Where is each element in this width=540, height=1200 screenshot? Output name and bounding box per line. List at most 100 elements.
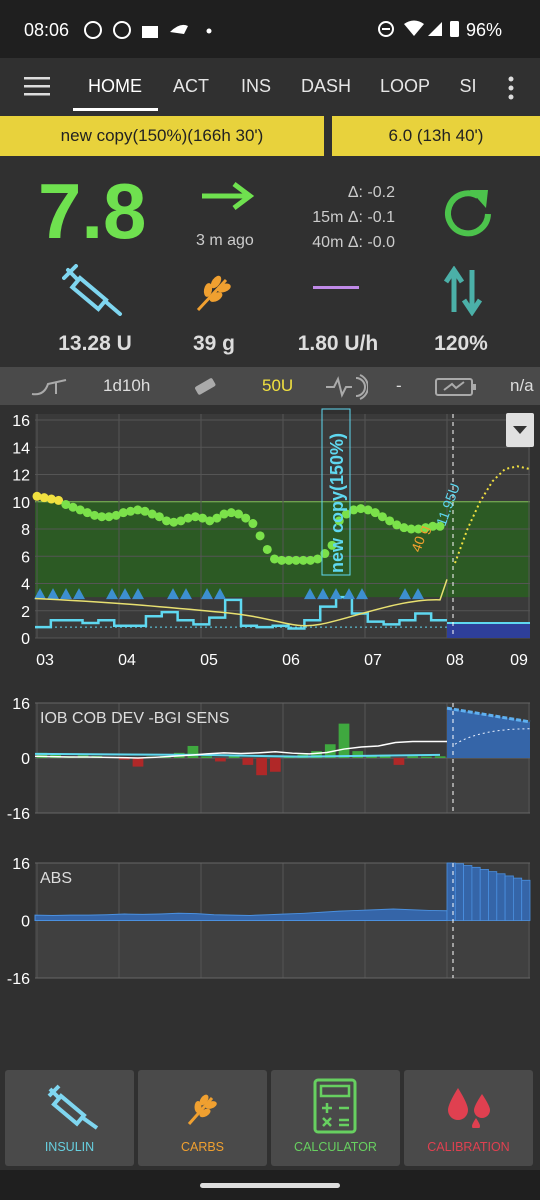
bg-reading bbox=[39, 493, 49, 503]
bg-reading bbox=[313, 554, 323, 564]
y-tick-label: 16 bbox=[12, 696, 30, 713]
smb-marker bbox=[47, 588, 59, 600]
target-button[interactable]: 6.0 (13h 40') bbox=[332, 116, 540, 156]
bg-reading bbox=[54, 495, 64, 505]
profile-switch-box bbox=[321, 408, 351, 576]
tab[interactable]: HOME bbox=[88, 76, 142, 96]
insulin-button[interactable]: INSULIN bbox=[5, 1070, 134, 1166]
tab[interactable]: INS bbox=[240, 76, 272, 96]
y-tick-label: -16 bbox=[7, 806, 30, 823]
graph-menu-arrow bbox=[513, 426, 527, 434]
reservoir-level: 50U bbox=[262, 376, 294, 395]
abs-future bbox=[496, 873, 506, 921]
abs-future bbox=[521, 879, 531, 921]
deviation-bar bbox=[338, 723, 350, 758]
x-tick-label: 03 bbox=[36, 652, 54, 669]
bg-age: 3 m ago bbox=[196, 232, 254, 249]
overflow-dots[interactable] bbox=[507, 76, 515, 100]
deviation-bar bbox=[187, 745, 199, 758]
abs-future bbox=[488, 871, 498, 921]
tab[interactable]: DASH bbox=[300, 76, 352, 96]
prediction-line bbox=[454, 465, 531, 564]
bg-reading bbox=[147, 509, 157, 519]
bg-reading bbox=[75, 505, 85, 515]
deviation-bar bbox=[201, 756, 213, 758]
smb-marker bbox=[214, 588, 226, 600]
bg-reading bbox=[269, 554, 279, 564]
calibration-button[interactable]: CALIBRATION bbox=[404, 1070, 533, 1166]
delta: Δ: -0.2 bbox=[347, 184, 395, 201]
bg-reading bbox=[248, 519, 258, 529]
basal-value: 1.80 U/h bbox=[297, 332, 379, 355]
trend-arrow bbox=[202, 182, 255, 210]
profile-button[interactable]: new copy(150%)(166h 30') bbox=[0, 116, 324, 156]
bg-value: 7.8 bbox=[38, 167, 147, 255]
button-label: CALCULATOR bbox=[294, 1140, 377, 1154]
smb-marker bbox=[330, 588, 342, 600]
sensor-icon bbox=[326, 374, 368, 400]
abs-future bbox=[479, 869, 489, 921]
button-label: INSULIN bbox=[44, 1140, 95, 1154]
bg-reading bbox=[219, 509, 229, 519]
bg-reading bbox=[392, 520, 402, 530]
bg-reading bbox=[363, 505, 373, 515]
tab[interactable]: SI bbox=[459, 76, 477, 96]
calculator-button[interactable]: CALCULATOR bbox=[271, 1070, 400, 1166]
button-label: CARBS bbox=[180, 1140, 225, 1154]
x-tick-label: 04 bbox=[118, 652, 136, 669]
sensor-age: - bbox=[396, 376, 402, 395]
smb-marker bbox=[317, 588, 329, 600]
smb-marker bbox=[73, 588, 85, 600]
deviation-bar bbox=[366, 756, 377, 758]
overflow-menu[interactable] bbox=[488, 70, 540, 106]
y-tick-label: 16 bbox=[12, 413, 30, 430]
menu-button[interactable] bbox=[24, 77, 50, 97]
activity-line bbox=[34, 579, 448, 627]
smb-marker bbox=[412, 588, 424, 600]
system-icons bbox=[378, 20, 459, 37]
bg-reading bbox=[46, 494, 56, 504]
home-indicator bbox=[200, 1183, 340, 1188]
tab[interactable]: ACT bbox=[173, 76, 209, 96]
abs-graph: 16 0 -16 ABS bbox=[7, 856, 531, 988]
basal-line bbox=[35, 595, 447, 630]
bg-reading bbox=[320, 549, 330, 559]
pump-battery: n/a bbox=[510, 376, 534, 395]
sens-line bbox=[34, 752, 441, 758]
iob-future-line bbox=[446, 706, 531, 724]
deviation-bar bbox=[215, 758, 226, 762]
tab[interactable]: LOOP bbox=[379, 76, 431, 96]
cob-value: 39 g bbox=[192, 332, 236, 355]
carbs-icon bbox=[196, 275, 231, 312]
bg-reading bbox=[126, 506, 136, 516]
y-tick-label: 6 bbox=[21, 549, 30, 566]
bg-reading bbox=[305, 555, 315, 565]
abs-future bbox=[454, 863, 464, 921]
x-tick-label: 07 bbox=[364, 652, 382, 669]
y-tick-label: 8 bbox=[21, 522, 30, 539]
y-tick-label: 0 bbox=[21, 631, 30, 648]
bg-reading bbox=[154, 512, 164, 522]
y-tick-label: -16 bbox=[7, 971, 30, 988]
deviation-bar bbox=[36, 752, 48, 758]
y-tick-label: 4 bbox=[21, 577, 30, 594]
y-tick-label: 0 bbox=[21, 914, 30, 931]
bg-reading bbox=[61, 499, 71, 509]
bg-reading bbox=[104, 512, 114, 522]
cannula-age: 1d10h bbox=[103, 376, 151, 395]
bg-reading bbox=[212, 513, 222, 523]
bg-reading bbox=[176, 516, 186, 526]
deviation-bar bbox=[256, 758, 267, 776]
abs-future bbox=[446, 862, 456, 921]
abs-future bbox=[513, 877, 523, 921]
loop-status[interactable] bbox=[440, 184, 500, 244]
bg-reading bbox=[385, 516, 395, 526]
y-tick-label: 12 bbox=[12, 468, 30, 485]
y-tick-label: 14 bbox=[12, 440, 30, 457]
bg-reading bbox=[118, 508, 128, 518]
carbs-button[interactable]: CARBS bbox=[138, 1070, 267, 1166]
abs-future bbox=[471, 866, 481, 921]
insulin-button-icon bbox=[47, 1084, 99, 1130]
deviation-bar bbox=[407, 756, 419, 758]
